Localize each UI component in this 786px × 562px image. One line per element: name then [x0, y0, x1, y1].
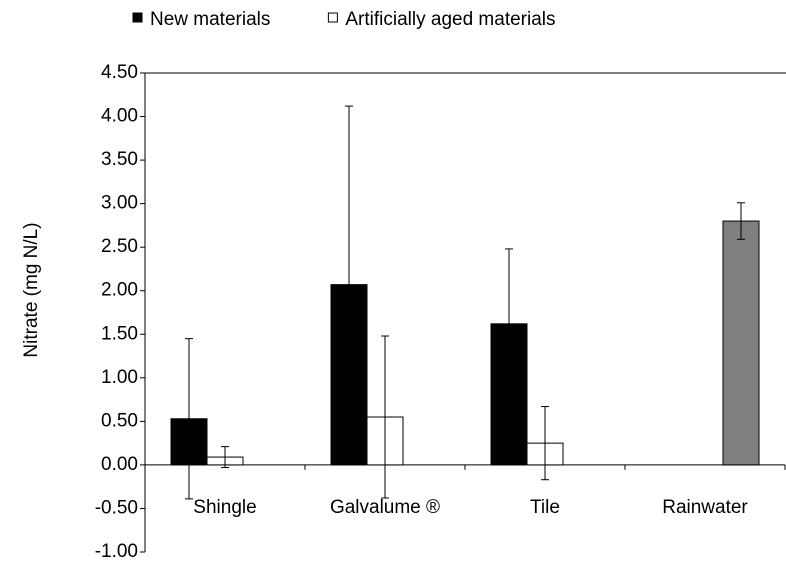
y-tick-label: -1.00 — [95, 541, 138, 562]
y-tick-label: 2.00 — [101, 280, 138, 301]
bar — [722, 220, 760, 466]
y-tick-label: 4.50 — [101, 62, 138, 83]
x-tick-label: Tile — [530, 497, 560, 518]
legend-swatch — [327, 12, 338, 23]
y-tick-label: -0.50 — [95, 497, 138, 518]
x-tick-label: Shingle — [193, 497, 256, 518]
y-tick-label: 1.00 — [101, 367, 138, 388]
y-tick-label: 0.50 — [101, 410, 138, 431]
y-tick-label: 1.50 — [101, 323, 138, 344]
x-tick-label: Rainwater — [662, 497, 748, 518]
x-tick-label: Galvalume ® — [330, 497, 440, 518]
y-tick-label: 2.50 — [101, 236, 138, 257]
legend-label: Artificially aged materials — [345, 9, 555, 30]
error-bar — [185, 338, 193, 500]
y-tick-label: 4.00 — [101, 106, 138, 127]
legend-label: New materials — [150, 9, 270, 30]
error-bar — [381, 335, 389, 499]
legend-swatch — [132, 12, 143, 23]
y-tick-label: 3.50 — [101, 149, 138, 170]
y-tick-label: 0.00 — [101, 454, 138, 475]
y-tick-label: 3.00 — [101, 193, 138, 214]
y-axis-label: Nitrate (mg N/L) — [21, 222, 42, 357]
error-bar — [221, 446, 229, 469]
error-bar — [541, 406, 549, 481]
error-bar — [345, 105, 353, 464]
error-bar — [737, 202, 745, 240]
error-bar — [505, 248, 513, 400]
